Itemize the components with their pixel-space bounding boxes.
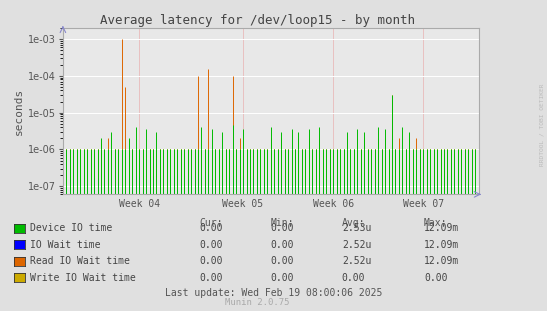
Text: 12.09m: 12.09m: [424, 256, 459, 266]
Text: Device IO time: Device IO time: [30, 223, 112, 233]
Text: IO Wait time: IO Wait time: [30, 240, 101, 250]
Text: 2.52u: 2.52u: [342, 240, 371, 250]
Text: 0.00: 0.00: [200, 223, 223, 233]
Text: Read IO Wait time: Read IO Wait time: [30, 256, 130, 266]
Text: 12.09m: 12.09m: [424, 223, 459, 233]
Text: Average latency for /dev/loop15 - by month: Average latency for /dev/loop15 - by mon…: [100, 14, 415, 27]
Text: 2.52u: 2.52u: [342, 256, 371, 266]
Text: 0.00: 0.00: [200, 273, 223, 283]
Text: 0.00: 0.00: [271, 240, 294, 250]
Text: 2.53u: 2.53u: [342, 223, 371, 233]
Text: 0.00: 0.00: [424, 273, 447, 283]
Text: Cur:: Cur:: [200, 218, 223, 228]
Text: Min:: Min:: [271, 218, 294, 228]
Text: 0.00: 0.00: [342, 273, 365, 283]
Text: 0.00: 0.00: [271, 256, 294, 266]
Text: Max:: Max:: [424, 218, 447, 228]
Text: 0.00: 0.00: [200, 240, 223, 250]
Text: Avg:: Avg:: [342, 218, 365, 228]
Text: Write IO Wait time: Write IO Wait time: [30, 273, 136, 283]
Text: 0.00: 0.00: [271, 273, 294, 283]
Text: 0.00: 0.00: [271, 223, 294, 233]
Y-axis label: seconds: seconds: [14, 88, 24, 135]
Text: 0.00: 0.00: [200, 256, 223, 266]
Text: Last update: Wed Feb 19 08:00:06 2025: Last update: Wed Feb 19 08:00:06 2025: [165, 288, 382, 298]
Text: Munin 2.0.75: Munin 2.0.75: [225, 298, 289, 307]
Text: 12.09m: 12.09m: [424, 240, 459, 250]
Text: RRDTOOL / TOBI OETIKER: RRDTOOL / TOBI OETIKER: [539, 83, 544, 166]
